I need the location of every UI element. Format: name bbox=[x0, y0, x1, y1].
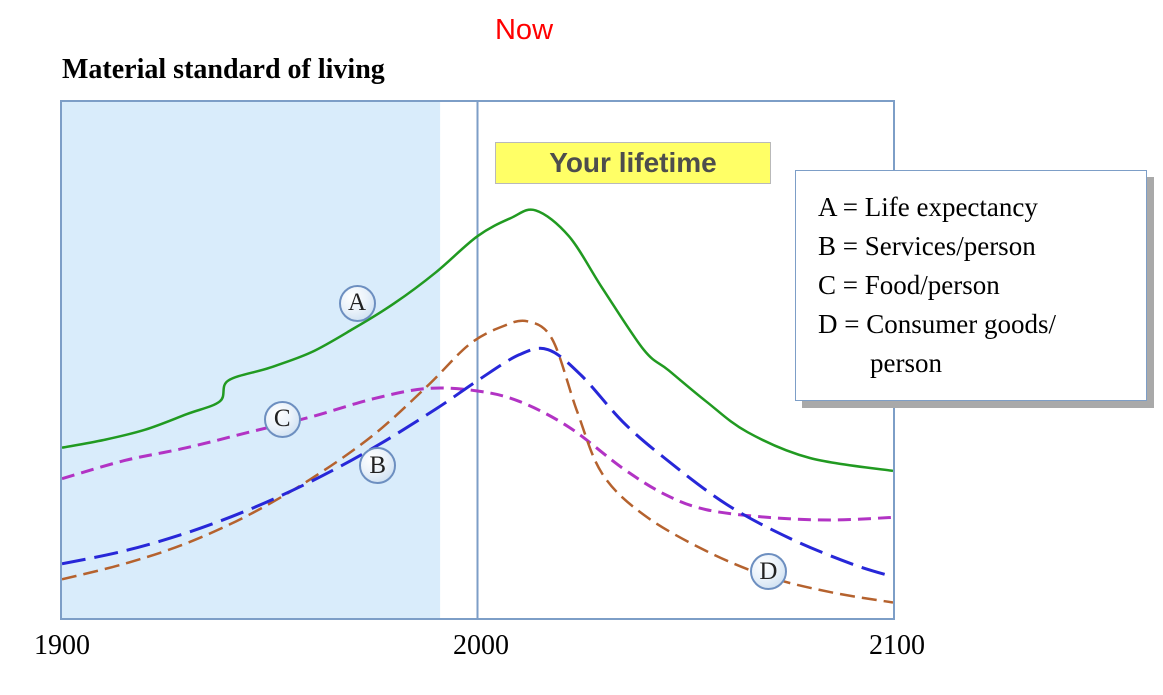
shaded-past-region bbox=[62, 102, 441, 618]
legend-entry-b: B = Services/person bbox=[818, 231, 1036, 261]
curve-label-A: A bbox=[338, 284, 376, 322]
x-tick-2000: 2000 bbox=[453, 630, 509, 661]
plot-area: Your lifetime A C B D bbox=[60, 100, 895, 620]
chart-svg bbox=[62, 102, 893, 618]
x-tick-2100: 2100 bbox=[869, 630, 925, 661]
x-tick-1900: 1900 bbox=[34, 630, 90, 661]
chart-title: Material standard of living bbox=[62, 54, 385, 85]
curve-D bbox=[62, 319, 893, 604]
curve-B bbox=[62, 346, 893, 579]
curve-label-C: C bbox=[263, 400, 301, 438]
legend-box: A = Life expectancy B = Services/person … bbox=[795, 170, 1147, 401]
legend-entry-d: D = Consumer goods/ bbox=[818, 309, 1056, 339]
curve-label-B: B bbox=[359, 447, 397, 485]
legend-entry-c: C = Food/person bbox=[818, 270, 1000, 300]
lifetime-box: Your lifetime bbox=[495, 142, 771, 184]
curve-C bbox=[62, 386, 893, 522]
curve-A bbox=[62, 208, 893, 473]
lifetime-label: Your lifetime bbox=[549, 147, 717, 178]
now-annotation: Now bbox=[494, 14, 554, 46]
curve-label-D: D bbox=[749, 553, 787, 591]
legend-entry-a: A = Life expectancy bbox=[818, 192, 1038, 222]
legend-entry-d-continued: person bbox=[870, 348, 942, 378]
